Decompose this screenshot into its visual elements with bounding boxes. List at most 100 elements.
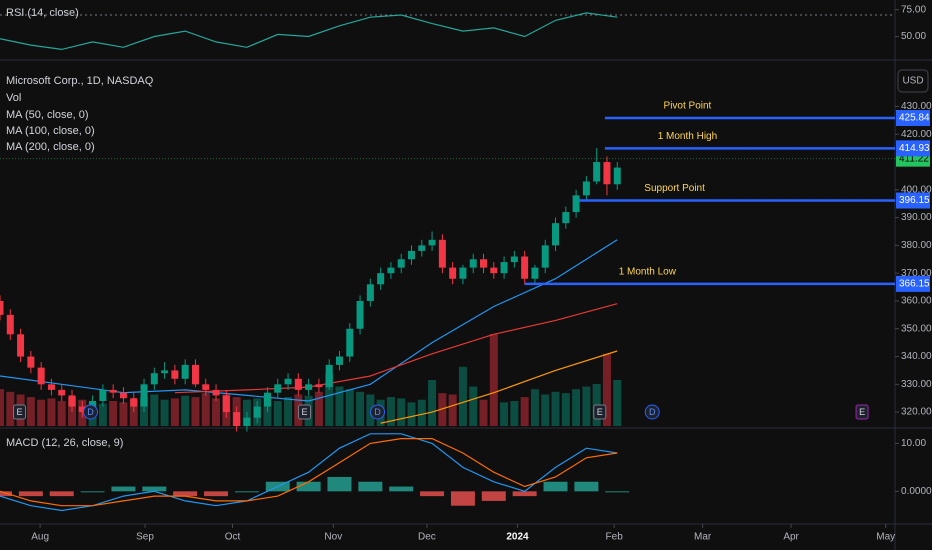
volume-bar: [469, 386, 478, 426]
volume-bar: [345, 389, 354, 426]
candle-body: [99, 389, 107, 401]
volume-bar: [201, 393, 210, 426]
candle-body: [171, 370, 179, 379]
x-tick-label: Nov: [324, 532, 342, 543]
candle-body: [161, 370, 169, 374]
currency: USD: [902, 76, 923, 87]
candle-body: [6, 314, 14, 335]
volume-title: Vol: [6, 92, 21, 104]
candle-body: [37, 367, 45, 385]
candle-body: [335, 356, 343, 365]
volume-bar: [181, 395, 190, 426]
volume-bar: [119, 402, 128, 426]
candle-body: [366, 284, 374, 301]
y-tick-label: 50.00: [901, 31, 926, 42]
volume-bar: [458, 366, 467, 426]
macd-histogram-bar: [80, 491, 105, 493]
level-value: 414.93: [899, 143, 930, 154]
chart-title: Microsoft Corp., 1D, NASDAQ: [6, 75, 154, 87]
candle-body: [407, 250, 415, 260]
volume-bar: [335, 386, 344, 426]
plot-layer: Aug Sep Oct Nov Dec 2024 Feb Mar Apr May 320.00 330…: [0, 4, 932, 543]
candle-body: [459, 267, 467, 279]
y-tick-label: 340.00: [901, 351, 932, 362]
y-tick-label: 380.00: [901, 240, 932, 251]
candle-body: [387, 267, 395, 274]
volume-bar: [530, 389, 539, 426]
volume-bar: [551, 391, 560, 426]
x-tick-label: Feb: [606, 532, 624, 543]
candle-body: [243, 417, 251, 426]
volume-bar: [160, 399, 169, 426]
macd-histogram-bar: [49, 491, 74, 497]
candle-body: [582, 181, 590, 196]
volume-bar: [109, 401, 118, 426]
x-tick-label: 2024: [506, 532, 529, 543]
x-tick-label: Sep: [136, 532, 154, 543]
currency-button[interactable]: [897, 69, 929, 93]
volume-bar: [407, 402, 416, 426]
volume-bar: [520, 397, 529, 426]
y-tick-label: 370.00: [901, 268, 932, 279]
candle-body: [438, 239, 446, 268]
event-icon: [644, 404, 660, 420]
candle-body: [294, 378, 302, 390]
candle-body: [47, 384, 55, 390]
macd-histogram-bar: [204, 491, 229, 497]
volume-bar: [129, 399, 138, 426]
volume-bar: [500, 402, 509, 426]
volume-bar: [57, 401, 66, 426]
candle-body: [78, 406, 86, 413]
candle-body: [397, 259, 405, 268]
y-tick-label: 420.00: [901, 129, 932, 140]
volume-bar: [37, 399, 46, 426]
volume-bar: [314, 391, 323, 426]
macd-histogram-bar: [142, 486, 167, 492]
candle-body: [510, 256, 518, 263]
volume-bar: [26, 397, 35, 426]
event-label: E: [859, 407, 865, 417]
rsi-line: [0, 12, 618, 51]
y-tick-label: 330.00: [901, 379, 932, 390]
candle-body: [284, 378, 292, 385]
candle-body: [449, 267, 457, 279]
event-icon: [370, 404, 386, 420]
macd-histogram-bar: [173, 491, 198, 497]
candle-body: [315, 384, 323, 388]
event-icon: [83, 404, 99, 420]
volume-bar: [170, 398, 179, 426]
signal-line: [0, 438, 618, 507]
candle-body: [613, 167, 621, 185]
level-name: Support Point: [644, 183, 705, 194]
candle-body: [17, 334, 25, 357]
y-tick-label: 390.00: [901, 212, 932, 223]
candle-body: [521, 256, 529, 279]
legend-entry: MA (100, close, 0): [6, 125, 95, 137]
volume-bar: [212, 398, 221, 426]
candle-body: [212, 389, 220, 396]
level-value: 366.15: [899, 279, 930, 290]
macd-histogram-bar: [111, 486, 136, 492]
macd-line: [0, 433, 618, 512]
volume-bar: [6, 391, 15, 426]
macd-histogram-bar: [512, 491, 537, 497]
event-label: D: [374, 407, 381, 417]
candle-body: [469, 259, 477, 268]
volume-bar: [438, 393, 447, 426]
y-tick-label: 320.00: [901, 407, 932, 418]
macd-histogram-bar: [481, 491, 506, 501]
macd-title: MACD (12, 26, close, 9): [6, 437, 123, 449]
volume-bar: [386, 397, 395, 426]
volume-bar: [561, 393, 570, 426]
candle-body: [202, 384, 210, 390]
candle-body: [150, 373, 158, 385]
y-tick-label: 10.00: [901, 438, 926, 449]
x-tick-label: Mar: [694, 532, 712, 543]
candle-body: [593, 162, 601, 182]
candle-body: [274, 384, 282, 393]
macd-histogram-bar: [574, 481, 599, 492]
x-tick-label: Dec: [418, 532, 436, 543]
x-tick-label: Oct: [225, 532, 241, 543]
y-tick-label: 75.00: [901, 4, 926, 15]
volume-bar: [98, 403, 107, 426]
